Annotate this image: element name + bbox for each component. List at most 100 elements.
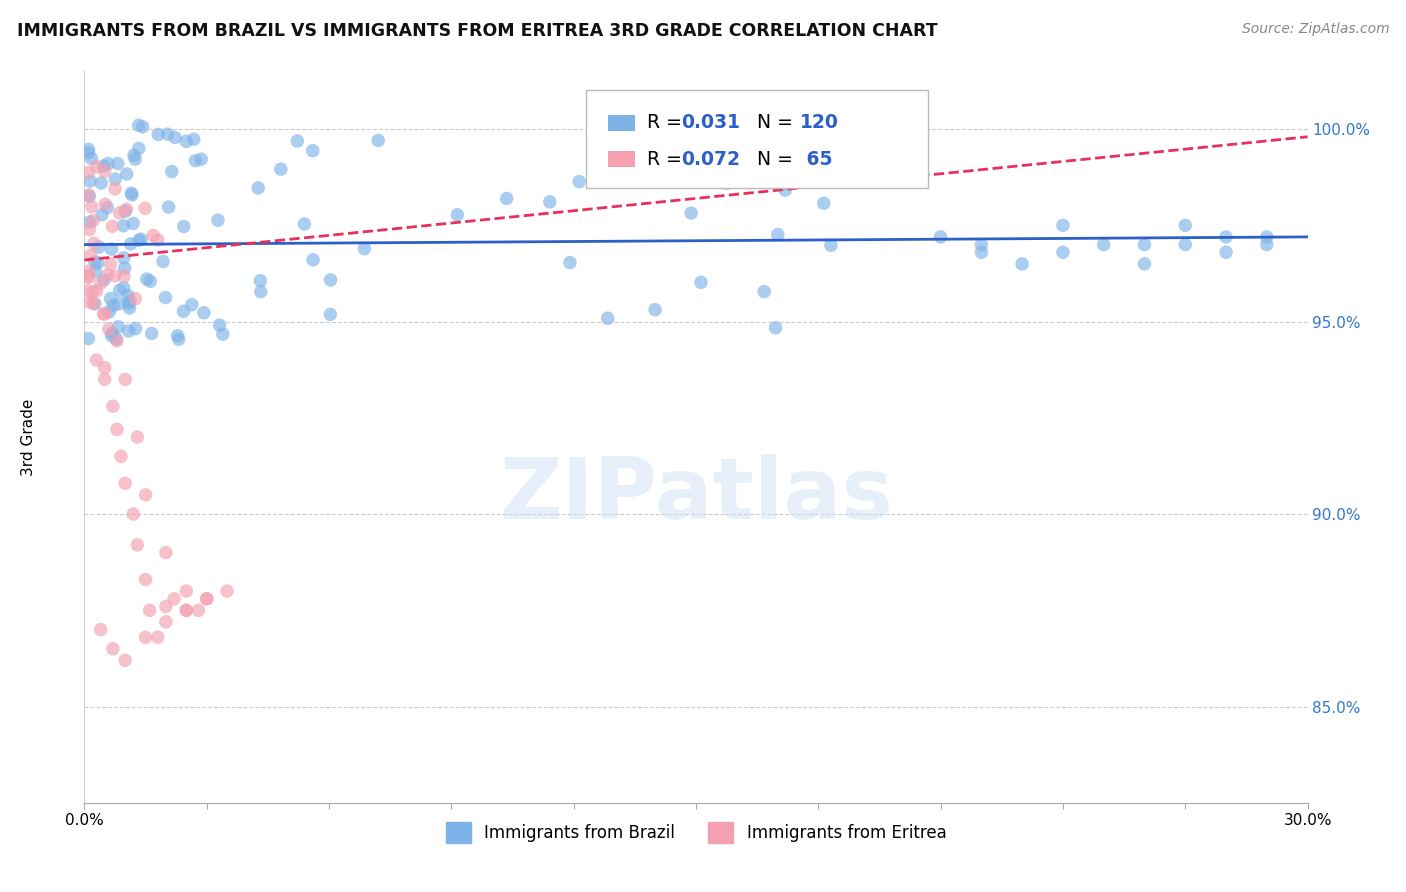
Point <box>115 202 138 216</box>
Point <box>112 281 135 295</box>
Point <box>765 320 787 334</box>
Point <box>167 332 190 346</box>
Point <box>79 222 101 236</box>
Point <box>117 324 139 338</box>
Point <box>139 274 162 288</box>
Point <box>1092 237 1115 252</box>
Point <box>79 215 101 229</box>
Point <box>644 302 666 317</box>
Point <box>122 507 145 521</box>
Point <box>79 174 101 188</box>
Point <box>538 194 561 209</box>
Point <box>82 214 104 228</box>
Point <box>80 152 103 166</box>
Point <box>124 292 146 306</box>
Point <box>93 159 115 173</box>
Point <box>135 573 157 587</box>
Point <box>93 164 115 178</box>
Point <box>83 236 105 251</box>
Point <box>180 298 202 312</box>
Point <box>134 201 156 215</box>
Point <box>97 156 120 170</box>
Text: 120: 120 <box>800 113 839 132</box>
Text: R =: R = <box>647 113 688 132</box>
Point <box>596 311 619 326</box>
Point <box>93 307 115 321</box>
Point <box>77 264 100 278</box>
Point <box>138 603 160 617</box>
Point <box>208 318 231 333</box>
Point <box>146 630 169 644</box>
Point <box>568 175 591 189</box>
Point <box>114 261 136 276</box>
Point <box>100 257 122 271</box>
Point <box>716 176 738 190</box>
Point <box>184 153 207 168</box>
Point <box>122 216 145 230</box>
Point <box>754 285 776 299</box>
Point <box>86 256 108 270</box>
Point <box>132 120 155 134</box>
Point <box>96 201 118 215</box>
Point <box>127 430 149 444</box>
Point <box>1011 257 1033 271</box>
Point <box>110 450 132 464</box>
Point <box>820 238 842 252</box>
Point <box>193 306 215 320</box>
Point <box>155 545 177 559</box>
Point <box>93 360 115 375</box>
Point <box>852 138 875 153</box>
Point <box>79 189 101 203</box>
Point <box>247 181 270 195</box>
Point <box>190 152 212 166</box>
Point <box>367 133 389 147</box>
Point <box>135 488 157 502</box>
Point <box>152 254 174 268</box>
Point <box>108 206 131 220</box>
Point <box>101 299 124 313</box>
Point <box>118 301 141 315</box>
Point <box>766 227 789 242</box>
Point <box>112 251 135 265</box>
Legend: Immigrants from Brazil, Immigrants from Eritrea: Immigrants from Brazil, Immigrants from … <box>439 815 953 849</box>
Point <box>165 130 187 145</box>
Point <box>195 591 218 606</box>
Point <box>114 476 136 491</box>
Point <box>107 297 129 311</box>
Point <box>100 242 122 256</box>
Point <box>187 603 209 617</box>
Point <box>128 118 150 132</box>
Point <box>114 653 136 667</box>
Point <box>195 591 218 606</box>
Point <box>128 141 150 155</box>
Point <box>114 204 136 219</box>
Point <box>135 630 157 644</box>
Point <box>120 186 142 201</box>
Point <box>117 296 139 310</box>
Point <box>98 305 121 319</box>
Point <box>77 142 100 156</box>
Point <box>84 264 107 278</box>
Point <box>120 236 142 251</box>
Point <box>1174 237 1197 252</box>
Text: 0.072: 0.072 <box>682 150 741 169</box>
Point <box>112 269 135 284</box>
Point <box>128 233 150 247</box>
Point <box>270 162 292 177</box>
Point <box>118 293 141 308</box>
Point <box>90 176 112 190</box>
Point <box>77 165 100 179</box>
Text: 65: 65 <box>800 150 832 169</box>
Point <box>77 145 100 160</box>
Point <box>211 327 233 342</box>
Text: 0.031: 0.031 <box>682 113 741 132</box>
Point <box>83 254 105 268</box>
Point <box>157 200 180 214</box>
Point <box>319 307 342 321</box>
Point <box>101 399 124 413</box>
Point <box>97 268 120 282</box>
Point <box>160 164 183 178</box>
Point <box>124 321 146 335</box>
Point <box>173 304 195 318</box>
Point <box>155 599 177 614</box>
